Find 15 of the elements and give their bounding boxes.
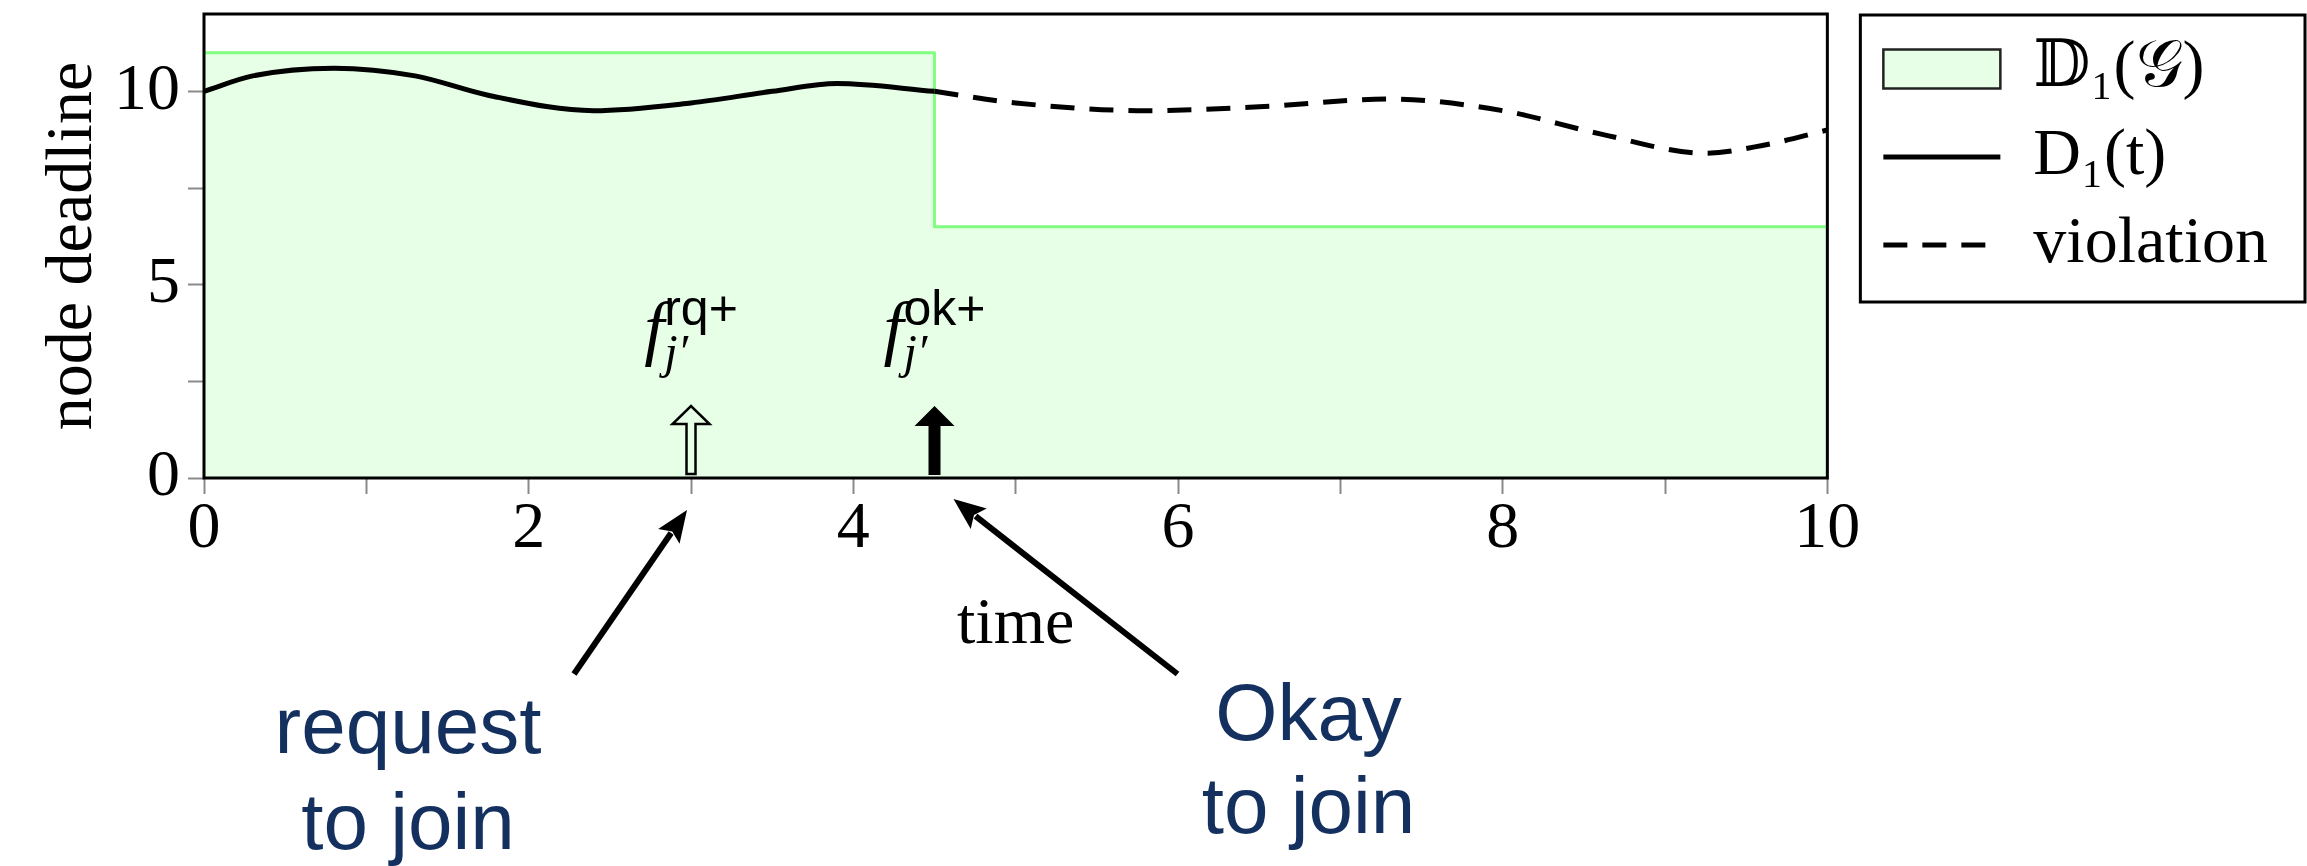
x-tick-label: 10 bbox=[1794, 487, 1861, 561]
y-tick-label: 5 bbox=[147, 242, 180, 316]
x-tick-label: 4 bbox=[836, 487, 870, 561]
legend-label: violation bbox=[2033, 203, 2269, 277]
y-axis-title: node deadline bbox=[31, 61, 105, 431]
x-axis-title: time bbox=[957, 583, 1075, 657]
x-tick-label: 8 bbox=[1486, 487, 1520, 561]
legend-label: D₁(t) bbox=[2033, 115, 2167, 190]
text: Okay to join bbox=[1201, 668, 1416, 850]
text: request to join bbox=[274, 681, 542, 866]
y-tick-label: 0 bbox=[147, 436, 180, 510]
x-tick-label: 6 bbox=[1161, 487, 1195, 561]
x-tick-label: 2 bbox=[512, 487, 546, 561]
legend-label: 𝔻₁(𝒢) bbox=[2033, 27, 2205, 102]
y-tick-label: 10 bbox=[114, 49, 180, 123]
